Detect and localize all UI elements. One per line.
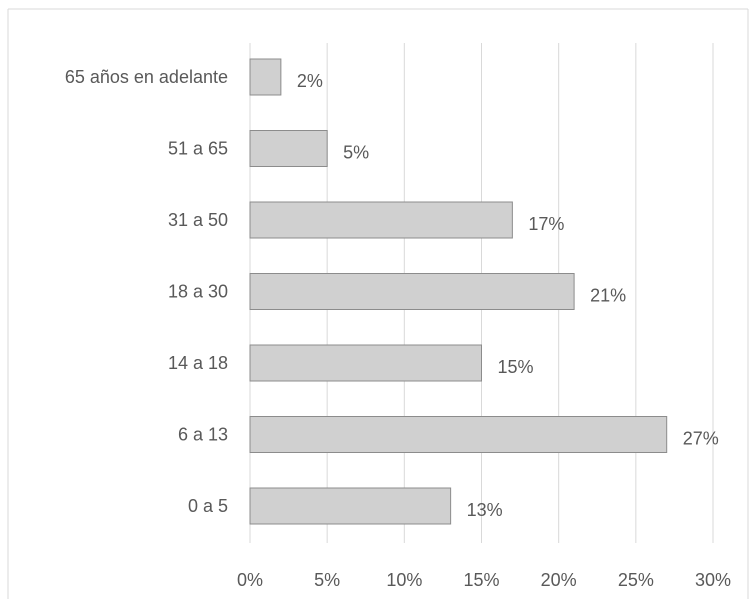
bar xyxy=(249,416,668,453)
bar xyxy=(249,201,513,239)
bars xyxy=(249,58,668,525)
category-label: 18 a 30 xyxy=(168,282,228,302)
x-axis-tick-labels: 0% 5% 10% 15% 20% 25% 30% xyxy=(237,570,731,590)
category-label: 14 a 18 xyxy=(168,353,228,373)
bar xyxy=(249,273,575,310)
x-tick-label: 20% xyxy=(541,570,577,590)
category-labels: 65 años en adelante 51 a 65 31 a 50 18 a 30… xyxy=(65,67,228,516)
x-tick-label: 5% xyxy=(314,570,340,590)
bar xyxy=(249,58,282,96)
x-tick-label: 0% xyxy=(237,570,263,590)
category-label: 51 a 65 xyxy=(168,139,228,159)
data-label: 13% xyxy=(467,500,503,520)
data-label: 17% xyxy=(528,214,564,234)
bar xyxy=(249,344,482,382)
bar xyxy=(249,130,328,167)
data-label: 15% xyxy=(498,357,534,377)
x-tick-label: 30% xyxy=(695,570,731,590)
x-tick-label: 25% xyxy=(618,570,654,590)
data-label: 5% xyxy=(343,143,369,163)
data-labels: 2% 5% 17% 21% 15% 27% 13% xyxy=(297,71,719,520)
x-tick-label: 15% xyxy=(463,570,499,590)
category-label: 65 años en adelante xyxy=(65,67,228,87)
bar xyxy=(249,487,452,525)
data-label: 27% xyxy=(683,429,719,449)
data-label: 21% xyxy=(590,286,626,306)
category-label: 0 a 5 xyxy=(188,496,228,516)
x-tick-label: 10% xyxy=(386,570,422,590)
data-label: 2% xyxy=(297,71,323,91)
category-label: 6 a 13 xyxy=(178,425,228,445)
category-label: 31 a 50 xyxy=(168,210,228,230)
